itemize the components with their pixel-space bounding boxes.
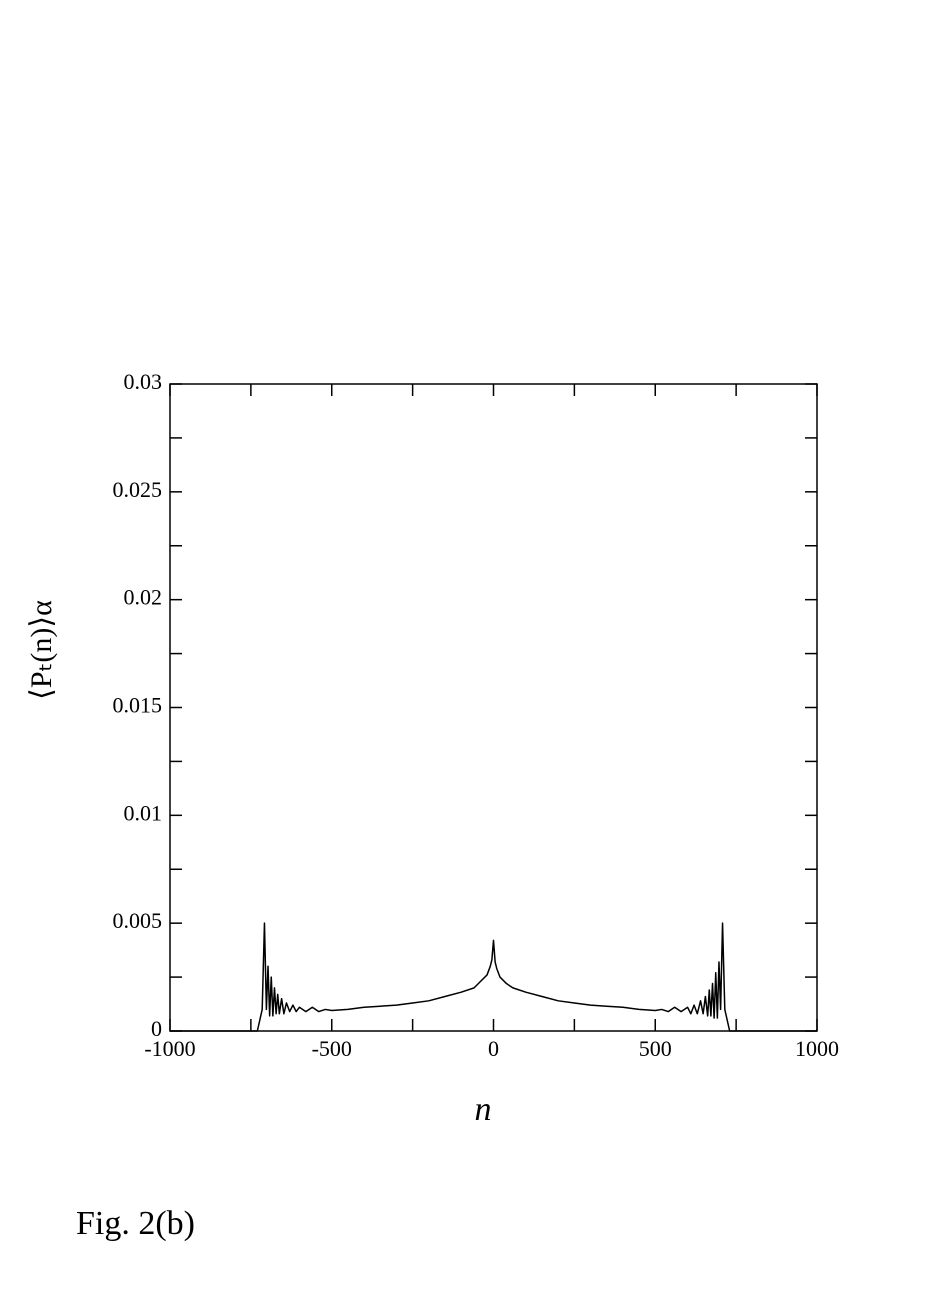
x-tick-label: 0: [488, 1036, 499, 1061]
y-tick-label: 0: [151, 1016, 162, 1041]
x-tick-label: -500: [312, 1036, 352, 1061]
data-line: [170, 922, 817, 1032]
y-tick-label: 0.015: [113, 693, 163, 718]
y-tick-label: 0.01: [124, 800, 163, 825]
y-tick-label: 0.03: [124, 369, 163, 394]
x-tick-label: 500: [639, 1036, 672, 1061]
x-tick-label: 1000: [795, 1036, 839, 1061]
y-tick-label: 0.025: [113, 477, 163, 502]
y-tick-label: 0.02: [124, 585, 163, 610]
x-tick-label: -1000: [144, 1036, 195, 1061]
x-axis-label: n: [475, 1091, 492, 1128]
figure-caption: Fig. 2(b): [76, 1205, 195, 1242]
plot-frame: [169, 383, 818, 1032]
y-axis-label: ⟨Pₜ(n)⟩α: [25, 600, 58, 700]
y-tick-label: 0.005: [113, 908, 163, 933]
